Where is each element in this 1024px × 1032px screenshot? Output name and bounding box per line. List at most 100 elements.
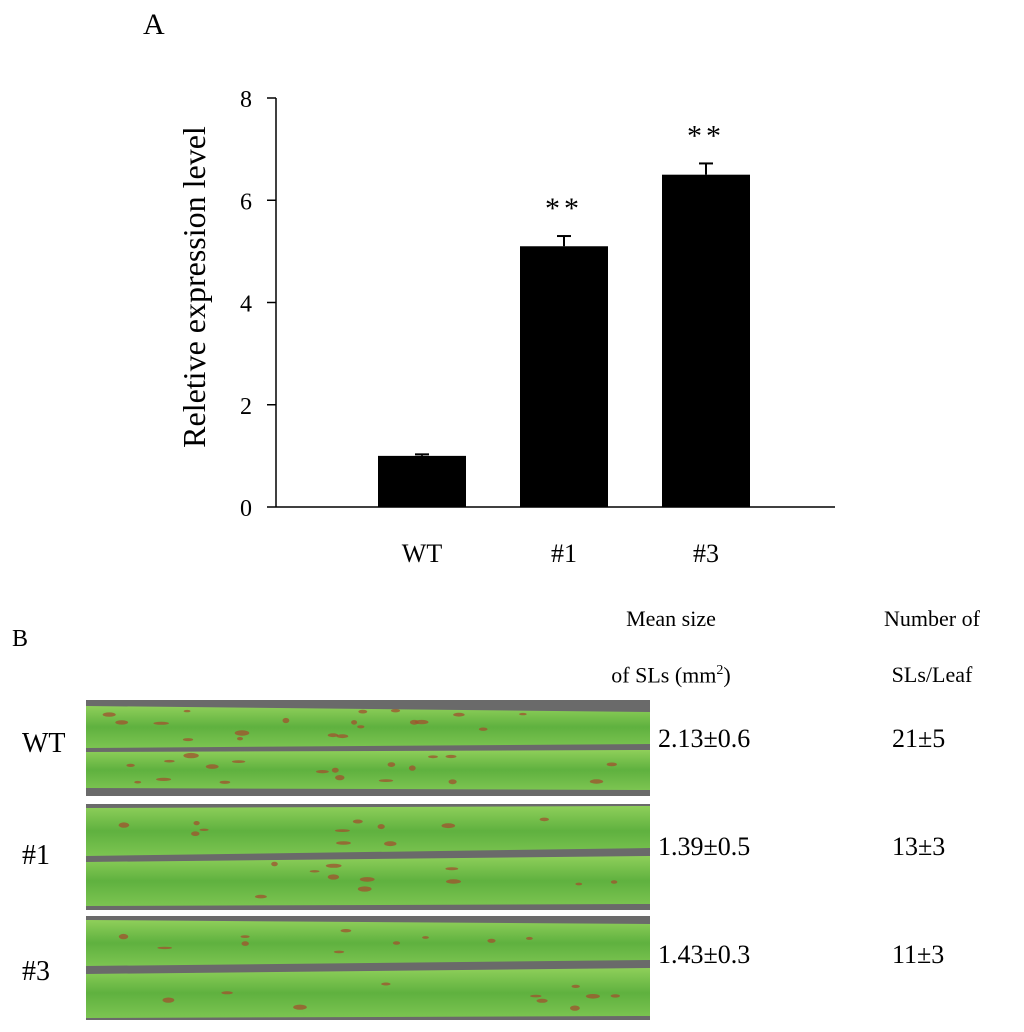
lesion-spot	[387, 762, 396, 767]
lesion-spot	[359, 877, 375, 882]
lesion-spot	[445, 867, 459, 871]
lesion-spot	[183, 709, 191, 713]
lesion-spot	[102, 712, 116, 717]
lesion-spot	[327, 874, 340, 880]
panel-b-label: B	[12, 626, 29, 652]
lesion-spot	[182, 738, 194, 742]
lesion-spot	[234, 730, 250, 736]
lesion-spot	[390, 709, 401, 713]
lesion-spot	[570, 1005, 580, 1011]
lesion-spot	[115, 720, 129, 725]
mean-size-3: 1.43±0.3	[658, 940, 751, 969]
lesion-spot	[377, 824, 385, 830]
lesion-spot	[333, 950, 345, 954]
x-tick-label: #3	[693, 539, 719, 568]
lesion-spot	[478, 727, 488, 731]
lesion-spot	[334, 829, 350, 832]
y-tick-label: 2	[240, 394, 252, 420]
y-tick-label: 0	[240, 496, 252, 522]
lesion-spot	[325, 863, 342, 868]
number-header-line2: SLs/Leaf	[891, 662, 973, 687]
lesion-spot	[448, 779, 457, 785]
mean-size-1: 1.39±0.5	[658, 832, 751, 861]
lesion-spot	[293, 1004, 307, 1010]
lesion-spot	[156, 777, 172, 781]
lesion-spot	[487, 938, 496, 943]
significance-3: **	[687, 119, 725, 152]
number-header-line1: Number of	[884, 606, 980, 631]
leaf-image-1	[86, 806, 650, 906]
lesion-spot	[231, 760, 246, 763]
lesion-spot	[441, 823, 456, 829]
bar-1	[378, 455, 466, 507]
panel-a-label: A	[143, 8, 165, 41]
y-tick-label: 8	[240, 87, 252, 113]
lesion-spot	[539, 817, 549, 822]
leaf-image-3	[86, 920, 650, 1018]
leaf-photo-3	[86, 916, 650, 1020]
lesion-spot	[408, 765, 416, 771]
leaf-photo-1	[86, 804, 650, 910]
mean-size-wt: 2.13±0.6	[658, 724, 751, 753]
lesion-spot	[153, 721, 169, 725]
number-wt: 21±5	[892, 724, 946, 753]
x-tick-label: WT	[402, 539, 443, 568]
bars	[378, 174, 750, 507]
lesion-spot	[271, 861, 278, 867]
error-bars	[415, 162, 713, 456]
leaf-photo-wt	[86, 700, 650, 796]
lesion-spot	[571, 984, 580, 988]
lesion-spot	[445, 754, 457, 759]
lesion-spot	[536, 998, 548, 1003]
lesion-spot	[221, 991, 233, 995]
lesion-spot	[606, 762, 617, 767]
lesion-spot	[191, 831, 200, 836]
lesion-spot	[357, 886, 372, 892]
lesion-spot	[340, 929, 352, 933]
mean-size-header-line2: of SLs (mm2)	[611, 662, 731, 688]
y-ticks: 0 2 4 6 8	[240, 87, 276, 522]
number-3: 11±3	[892, 940, 945, 969]
lesion-spot	[357, 725, 365, 729]
lesion-spot	[384, 841, 397, 847]
number-1: 13±3	[892, 832, 946, 861]
lesion-spot	[331, 767, 339, 773]
lesion-spot	[378, 779, 394, 782]
lesion-spot	[118, 822, 130, 828]
lesion-spot	[199, 828, 209, 831]
lesion-spot	[589, 779, 604, 784]
lesion-spot	[351, 720, 358, 725]
significance-marks: ** **	[545, 119, 725, 225]
lesion-spot	[422, 936, 429, 939]
row-label-3: #3	[22, 956, 50, 987]
bar-2	[520, 246, 608, 507]
lesion-spot	[428, 755, 438, 759]
lesion-spot	[352, 819, 363, 824]
lesion-spot	[336, 841, 351, 845]
lesion-spot	[157, 946, 172, 950]
lesion-spot	[381, 982, 391, 986]
leaf-image-wt	[86, 706, 650, 790]
bar-chart: Reletive expression level 0 2 4 6 8 ** ** WT #…	[176, 87, 835, 568]
lesion-spot	[134, 780, 142, 784]
bar-3	[662, 174, 750, 507]
lesion-spot	[183, 752, 199, 759]
lesion-spot	[118, 933, 129, 940]
lesion-spot	[126, 763, 135, 767]
lesion-spot	[240, 935, 250, 938]
y-axis-label: Reletive expression level	[176, 126, 212, 448]
lesion-spot	[327, 733, 339, 738]
mean-size-header-line1: Mean size	[626, 606, 716, 631]
lesion-spot	[254, 894, 267, 899]
lesion-spot	[162, 997, 175, 1003]
lesion-spot	[519, 712, 527, 716]
x-tick-label: #1	[551, 539, 577, 568]
lesion-spot	[585, 994, 600, 999]
lesion-spot	[526, 936, 533, 940]
lesion-spot	[309, 870, 320, 873]
lesion-spot	[164, 759, 175, 763]
lesion-spot	[193, 821, 200, 826]
lesion-spot	[392, 941, 401, 945]
lesion-spot	[530, 994, 542, 998]
row-label-1: #1	[22, 840, 50, 871]
